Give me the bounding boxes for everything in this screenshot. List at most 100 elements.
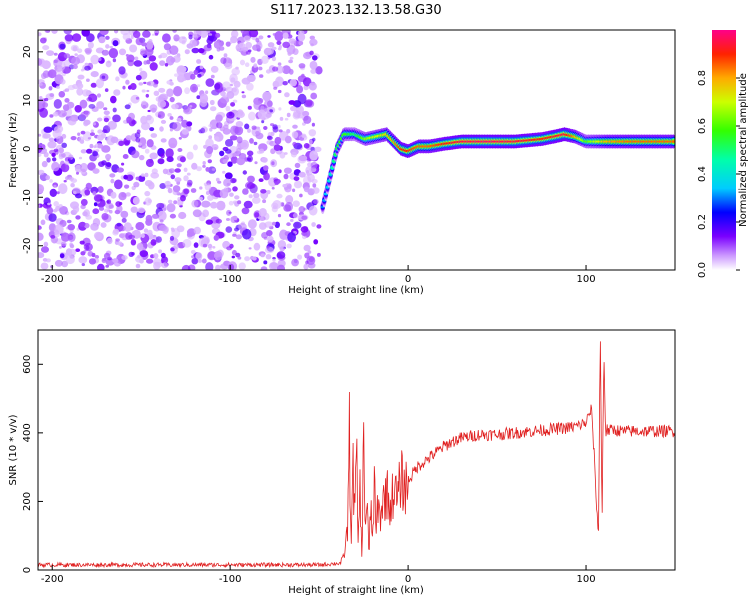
spectrogram-frame bbox=[37, 29, 676, 271]
noise-speckle bbox=[216, 122, 223, 129]
noise-speckle bbox=[103, 252, 111, 260]
noise-speckle bbox=[242, 188, 249, 195]
noise-speckle bbox=[103, 110, 110, 116]
noise-speckle bbox=[278, 129, 283, 133]
noise-speckle bbox=[242, 228, 252, 240]
noise-speckle bbox=[274, 136, 282, 145]
noise-speckle bbox=[121, 217, 127, 223]
noise-speckle bbox=[314, 146, 322, 152]
noise-speckle bbox=[253, 63, 258, 68]
noise-speckle bbox=[84, 222, 90, 229]
noise-speckle bbox=[229, 135, 238, 141]
noise-speckle bbox=[158, 249, 163, 254]
noise-speckle bbox=[53, 126, 60, 134]
noise-speckle bbox=[303, 186, 310, 193]
noise-speckle bbox=[267, 42, 275, 48]
noise-speckle bbox=[232, 186, 238, 192]
noise-speckle bbox=[61, 152, 66, 158]
noise-speckle bbox=[38, 32, 42, 37]
noise-speckle bbox=[308, 205, 318, 216]
noise-speckle bbox=[293, 180, 303, 189]
noise-speckle bbox=[122, 33, 131, 41]
noise-speckle bbox=[263, 126, 268, 130]
noise-speckle bbox=[290, 40, 297, 47]
noise-speckle bbox=[130, 206, 138, 213]
noise-speckle bbox=[166, 88, 174, 97]
noise-speckle bbox=[181, 119, 189, 128]
noise-speckle bbox=[231, 87, 240, 96]
noise-speckle bbox=[84, 62, 89, 66]
noise-speckle bbox=[158, 87, 166, 93]
noise-speckle bbox=[253, 242, 261, 251]
noise-speckle bbox=[90, 223, 99, 231]
noise-speckle bbox=[43, 241, 49, 247]
noise-speckle bbox=[40, 262, 49, 270]
noise-speckle bbox=[317, 252, 321, 257]
noise-speckle bbox=[232, 152, 238, 157]
noise-speckle bbox=[282, 41, 291, 48]
noise-speckle bbox=[207, 35, 215, 41]
noise-speckle bbox=[246, 157, 252, 161]
noise-speckle bbox=[88, 104, 96, 109]
noise-speckle bbox=[150, 107, 157, 113]
noise-speckle bbox=[193, 69, 199, 75]
colorbar: 0.0 0.2 0.4 0.6 0.8 Normalized spectral ampl… bbox=[697, 30, 749, 278]
noise-speckle bbox=[274, 221, 280, 228]
noise-speckle bbox=[67, 224, 75, 231]
noise-speckle bbox=[298, 206, 306, 213]
noise-speckle bbox=[93, 194, 103, 202]
noise-speckle bbox=[149, 62, 158, 71]
noise-speckle bbox=[124, 184, 130, 189]
noise-speckle bbox=[159, 183, 167, 189]
noise-speckle bbox=[48, 86, 53, 91]
noise-speckle bbox=[148, 55, 157, 62]
noise-speckle bbox=[186, 172, 191, 176]
noise-speckle bbox=[243, 35, 251, 42]
noise-speckle bbox=[80, 68, 85, 72]
noise-speckle bbox=[310, 92, 318, 100]
noise-speckle bbox=[118, 140, 125, 147]
noise-speckle bbox=[105, 264, 109, 268]
noise-speckle bbox=[306, 173, 311, 176]
noise-speckle bbox=[88, 93, 98, 103]
noise-speckle bbox=[310, 43, 314, 47]
noise-speckle bbox=[170, 174, 176, 180]
noise-speckle bbox=[277, 62, 282, 66]
noise-speckle bbox=[303, 244, 311, 252]
noise-speckle bbox=[108, 48, 119, 59]
noise-speckle bbox=[248, 247, 252, 250]
noise-speckle bbox=[115, 201, 122, 207]
noise-speckle bbox=[245, 181, 255, 190]
noise-speckle bbox=[92, 122, 96, 126]
noise-speckle bbox=[254, 161, 258, 165]
noise-speckle bbox=[80, 162, 88, 173]
noise-speckle bbox=[78, 136, 85, 143]
noise-speckle bbox=[59, 43, 66, 50]
noise-speckle bbox=[213, 40, 222, 49]
spectrogram-x-ticks: -200 -100 0 100 bbox=[41, 265, 596, 285]
noise-speckle bbox=[259, 148, 265, 154]
noise-speckle bbox=[140, 143, 147, 150]
noise-speckle bbox=[181, 264, 191, 270]
noise-speckle bbox=[38, 133, 42, 137]
noise-speckle bbox=[76, 87, 84, 96]
x-tick-label: -100 bbox=[219, 274, 242, 285]
noise-speckle bbox=[48, 213, 57, 222]
noise-speckle bbox=[125, 192, 131, 197]
noise-speckle bbox=[277, 47, 282, 51]
noise-speckle bbox=[209, 127, 213, 132]
noise-speckle bbox=[66, 219, 72, 224]
noise-speckle bbox=[198, 48, 205, 54]
noise-speckle bbox=[49, 179, 53, 183]
noise-speckle bbox=[137, 207, 146, 214]
noise-speckle bbox=[54, 224, 64, 235]
noise-speckle bbox=[300, 226, 309, 233]
noise-speckle bbox=[97, 129, 103, 134]
noise-speckle bbox=[182, 238, 192, 248]
noise-speckle bbox=[178, 211, 187, 220]
noise-speckle bbox=[271, 56, 277, 62]
noise-speckle bbox=[244, 123, 250, 130]
noise-speckle bbox=[248, 74, 256, 83]
noise-speckle bbox=[122, 85, 126, 90]
noise-speckle bbox=[247, 175, 255, 183]
